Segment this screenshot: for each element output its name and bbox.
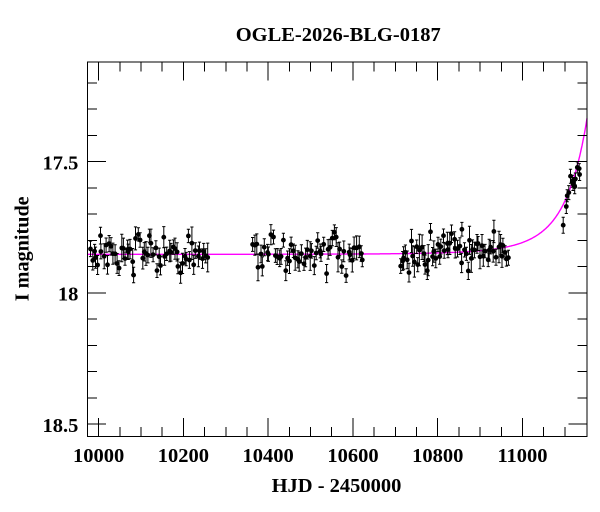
svg-text:11000: 11000 bbox=[497, 445, 547, 467]
svg-text:10800: 10800 bbox=[412, 445, 463, 467]
svg-text:10600: 10600 bbox=[327, 445, 378, 467]
svg-text:HJD - 2450000: HJD - 2450000 bbox=[272, 475, 402, 497]
svg-text:OGLE-2026-BLG-0187: OGLE-2026-BLG-0187 bbox=[236, 24, 441, 46]
svg-text:18: 18 bbox=[58, 284, 79, 306]
svg-text:17.5: 17.5 bbox=[43, 152, 79, 174]
svg-text:10400: 10400 bbox=[243, 445, 294, 467]
svg-text:18.5: 18.5 bbox=[43, 415, 79, 437]
svg-text:10200: 10200 bbox=[158, 445, 209, 467]
svg-text:I magnitude: I magnitude bbox=[12, 196, 34, 301]
svg-text:10000: 10000 bbox=[73, 445, 124, 467]
